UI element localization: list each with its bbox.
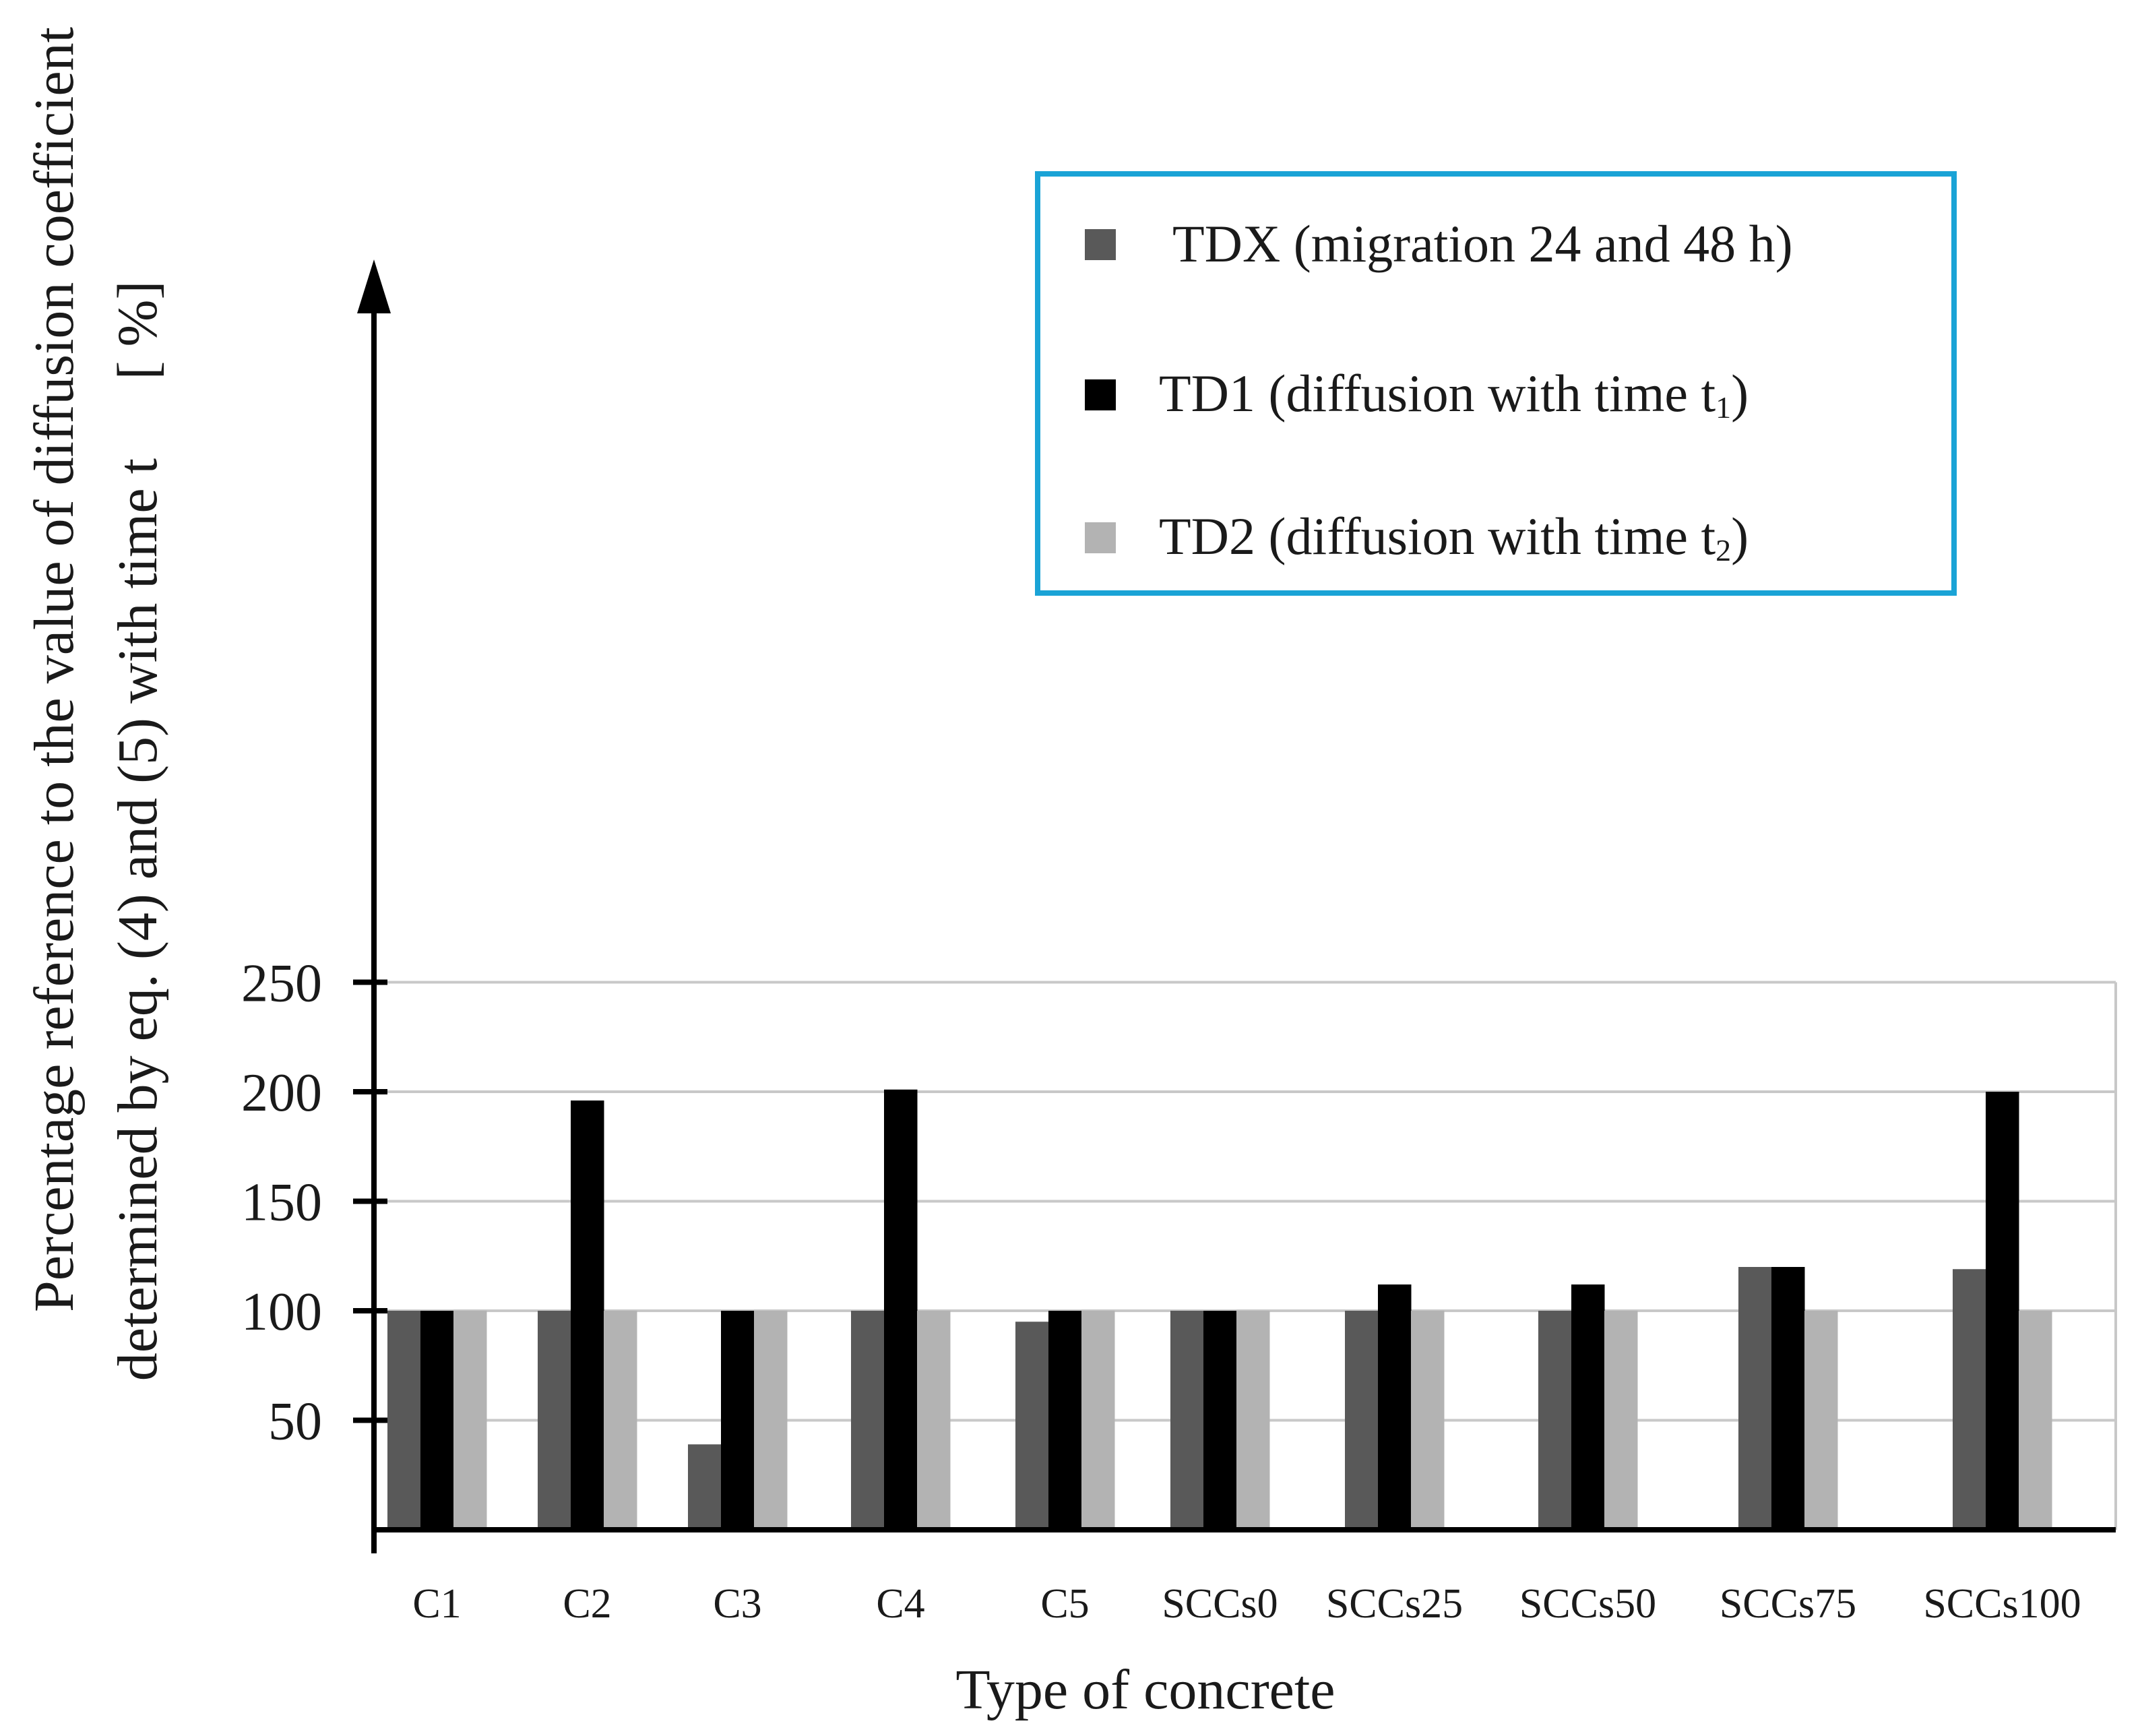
legend-label-td1: TD1 (diffusion with time t1)	[1159, 364, 1749, 425]
bar-c3-series-1	[688, 1444, 722, 1530]
x-category-label: SCCs25	[1326, 1581, 1463, 1627]
y-axis-arrow	[357, 259, 391, 313]
legend-label-td2: TD2 (diffusion with time t2)	[1159, 507, 1749, 567]
x-category-label: C5	[1040, 1581, 1089, 1627]
bar-c2-series-3	[604, 1311, 637, 1530]
axes	[357, 259, 2116, 1553]
x-category-label: SCCs100	[1923, 1581, 2081, 1627]
y-tick-label: 200	[241, 1063, 322, 1123]
bar-c2-series-1	[538, 1311, 571, 1530]
bar-sccs100-series-1	[1953, 1269, 1986, 1530]
bar-c4-series-3	[917, 1311, 951, 1530]
bar-c3-series-3	[754, 1311, 788, 1530]
bar-sccs50-series-1	[1538, 1311, 1572, 1530]
legend-swatch-tdx	[1085, 229, 1116, 260]
bar-sccs0-series-2	[1203, 1311, 1237, 1530]
bar-sccs100-series-2	[1986, 1092, 2019, 1530]
bar-sccs0-series-1	[1170, 1311, 1204, 1530]
y-axis-label-line1: Percentage reference to the value of dif…	[23, 27, 86, 1312]
bars	[387, 1089, 2052, 1530]
y-tick-label: 50	[268, 1392, 322, 1452]
bar-sccs75-series-2	[1771, 1267, 1805, 1530]
x-category-label: SCCs75	[1720, 1581, 1856, 1627]
legend-swatch-td1	[1085, 379, 1116, 410]
legend-end-td1: )	[1731, 364, 1749, 423]
y-tick-label: 250	[241, 954, 322, 1014]
bar-sccs25-series-1	[1345, 1311, 1379, 1530]
x-axis-label: Type of concrete	[955, 1658, 1335, 1721]
x-category-label: C4	[876, 1581, 924, 1627]
bar-sccs50-series-2	[1571, 1284, 1605, 1530]
bar-c1-series-2	[420, 1311, 454, 1530]
bar-sccs75-series-3	[1804, 1311, 1838, 1530]
legend-end-td2: )	[1731, 507, 1749, 565]
legend-label-tdx: TDX (migration 24 and 48 h)	[1172, 214, 1793, 273]
bar-sccs25-series-2	[1378, 1284, 1412, 1530]
y-axis-label-unit: [ %]	[106, 281, 169, 380]
bar-c5-series-3	[1081, 1311, 1115, 1530]
y-axis-label-line2: determined by eq. (4) and (5) with time …	[106, 458, 169, 1381]
bar-c2-series-2	[571, 1100, 604, 1530]
legend-swatch-td2	[1085, 522, 1116, 553]
bar-sccs0-series-3	[1236, 1311, 1270, 1530]
x-category-labels: C1 C2 C3 C4 C5 SCCs0 SCCs25 SCCs50 SCCs75 SCCs100	[412, 1581, 2081, 1627]
bar-c1-series-1	[387, 1311, 421, 1530]
bar-c1-series-3	[453, 1311, 487, 1530]
bar-sccs100-series-3	[2019, 1311, 2052, 1530]
bar-c3-series-2	[721, 1311, 755, 1530]
legend: TDX (migration 24 and 48 h) TD1 (diffusi…	[1035, 171, 1957, 596]
y-tick-label: 100	[241, 1282, 322, 1342]
bar-sccs75-series-1	[1738, 1267, 1772, 1530]
bar-c4-series-2	[884, 1089, 918, 1530]
bar-sccs50-series-3	[1604, 1311, 1638, 1530]
bar-c4-series-1	[851, 1311, 885, 1530]
bar-c5-series-2	[1048, 1311, 1082, 1530]
x-category-label: C1	[412, 1581, 461, 1627]
bar-sccs25-series-3	[1411, 1311, 1445, 1530]
bar-c5-series-1	[1015, 1322, 1049, 1530]
y-ticks: 50 100 150 200 250	[241, 954, 387, 1452]
legend-sub-td1: 1	[1716, 390, 1731, 425]
x-category-label: C3	[713, 1581, 761, 1627]
x-category-label: C2	[563, 1581, 611, 1627]
y-tick-label: 150	[241, 1173, 322, 1233]
legend-box	[1035, 171, 1957, 596]
x-category-label: SCCs50	[1519, 1581, 1656, 1627]
x-category-label: SCCs0	[1162, 1581, 1278, 1627]
legend-sub-td2: 2	[1716, 533, 1731, 567]
